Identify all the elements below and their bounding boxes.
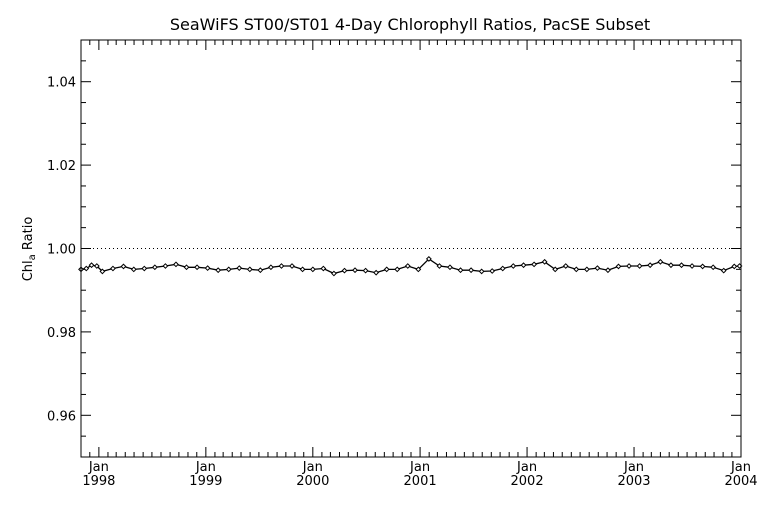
data-point — [151, 264, 158, 271]
data-point — [246, 266, 253, 273]
x-tick-label-year: 1999 — [189, 474, 222, 489]
data-point — [415, 266, 422, 273]
data-point — [341, 267, 348, 274]
x-tick-label-year: 2002 — [511, 474, 544, 489]
data-point — [309, 266, 316, 273]
data-point — [436, 263, 443, 269]
data-point — [257, 267, 264, 274]
data-point — [404, 263, 411, 269]
y-tick-label: 0.98 — [47, 326, 76, 341]
x-tick-label-month: Jan — [409, 460, 430, 475]
data-point — [289, 263, 295, 269]
data-point — [668, 262, 674, 269]
y-axis: 0.96 0.98 1.00 1.02 1.04 — [47, 39, 741, 458]
x-tick-label-year: 1998 — [82, 474, 115, 489]
data-point — [699, 263, 706, 270]
data-point — [615, 263, 622, 270]
series-points — [78, 256, 743, 277]
data-point — [236, 265, 243, 272]
x-tick-label-year: 2004 — [724, 474, 757, 489]
x-tick-label-year: 2003 — [617, 474, 650, 489]
data-point — [647, 262, 654, 269]
data-point — [394, 266, 401, 273]
data-point — [99, 268, 106, 275]
y-tick-label: 0.96 — [47, 409, 76, 424]
data-point — [373, 269, 380, 276]
data-point — [383, 266, 390, 273]
x-tick-label-year: 2001 — [404, 474, 437, 489]
data-point — [520, 262, 527, 269]
data-point — [510, 263, 517, 269]
data-point — [331, 270, 337, 277]
data-point — [352, 267, 358, 274]
data-point — [215, 267, 222, 274]
data-point — [499, 265, 506, 272]
data-point — [194, 264, 200, 271]
data-point — [130, 266, 137, 273]
data-point — [268, 264, 274, 271]
data-point — [299, 266, 306, 273]
y-axis-label-main: Chl — [21, 260, 36, 281]
data-point — [425, 256, 432, 262]
data-point — [447, 264, 453, 271]
data-point — [320, 265, 327, 272]
x-tick-label-year: 2000 — [296, 474, 329, 489]
data-point — [83, 265, 90, 272]
data-point — [562, 263, 569, 269]
plot-frame — [80, 39, 742, 458]
data-point — [731, 263, 738, 270]
y-axis-label-rest: Ratio — [21, 217, 36, 255]
data-point — [573, 266, 580, 273]
data-point — [110, 265, 116, 272]
data-point — [636, 263, 643, 269]
data-point — [173, 261, 179, 268]
data-point — [88, 262, 95, 269]
x-tick-label-month: Jan — [730, 460, 751, 475]
chart-title: SeaWiFS ST00/ST01 4-Day Chlorophyll Rati… — [170, 15, 650, 34]
x-tick-label-month: Jan — [516, 460, 537, 475]
data-point — [657, 258, 664, 265]
y-axis-label-sub: a — [27, 254, 38, 260]
data-point — [594, 265, 601, 272]
data-point — [457, 267, 464, 274]
y-tick-label: 1.00 — [47, 243, 76, 258]
x-tick-label-month: Jan — [623, 460, 644, 475]
data-point — [225, 266, 232, 273]
x-tick-label-month: Jan — [302, 460, 323, 475]
data-point — [468, 267, 474, 274]
data-point — [689, 263, 695, 269]
data-point — [478, 268, 485, 275]
data-point — [541, 258, 548, 265]
y-tick-label: 1.02 — [47, 159, 76, 174]
data-point — [552, 266, 559, 273]
x-axis: Jan1998Jan1999Jan2000Jan2001Jan2002Jan20… — [80, 40, 758, 489]
x-tick-label-month: Jan — [195, 460, 216, 475]
x-tick-label-month: Jan — [88, 460, 109, 475]
data-point — [93, 263, 100, 269]
data-point — [278, 263, 285, 269]
data-point — [678, 262, 685, 269]
data-point — [204, 265, 211, 272]
y-axis-label: Chla Ratio — [21, 217, 38, 282]
data-point — [183, 264, 190, 271]
data-point — [605, 267, 611, 274]
data-point — [583, 266, 590, 273]
data-point — [362, 267, 369, 274]
data-point — [720, 267, 727, 274]
y-tick-label: 1.04 — [47, 76, 76, 91]
data-point — [489, 268, 496, 274]
data-point — [141, 265, 148, 272]
data-point — [531, 261, 537, 268]
data-point — [710, 264, 717, 271]
data-point — [626, 263, 632, 269]
data-point — [162, 263, 169, 269]
data-point — [120, 263, 127, 270]
